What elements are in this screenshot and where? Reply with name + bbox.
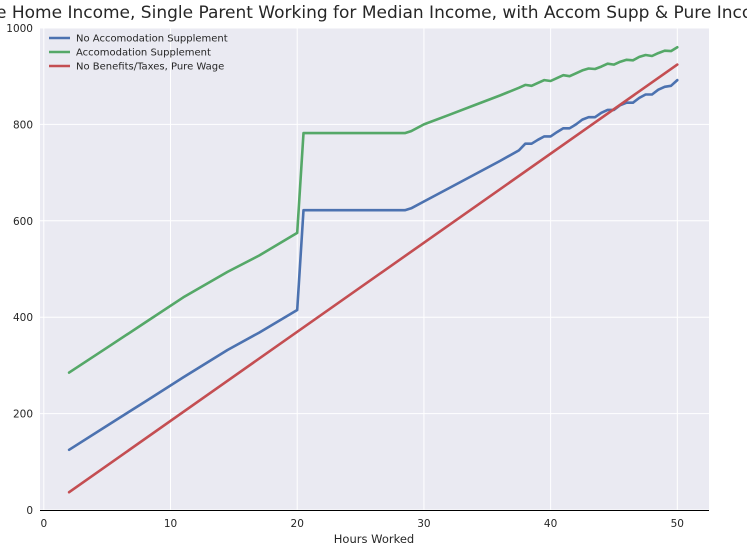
legend: No Accomodation Supplement Accomodation S… <box>49 34 228 73</box>
chart-title: Take Home Income, Single Parent Working … <box>0 3 747 23</box>
series-line <box>67 78 679 452</box>
x-tick-label: 20 <box>291 518 304 530</box>
x-tick-label: 30 <box>417 518 430 530</box>
series-lines <box>67 45 679 494</box>
legend-label: No Benefits/Taxes, Pure Wage <box>76 62 224 73</box>
legend-label: No Accomodation Supplement <box>76 34 228 45</box>
series-line <box>67 45 679 374</box>
y-tick-labels: 0 200 400 600 800 1000 <box>6 23 33 517</box>
x-tick-label: 40 <box>544 518 557 530</box>
y-tick-label: 200 <box>13 409 33 421</box>
y-tick-label: 1000 <box>6 23 33 35</box>
legend-label: Accomodation Supplement <box>76 48 211 59</box>
x-tick-label: 10 <box>164 518 177 530</box>
y-tick-label: 600 <box>13 216 33 228</box>
series-line <box>67 63 679 494</box>
y-tick-label: 0 <box>26 505 33 517</box>
x-axis-label: Hours Worked <box>334 532 414 546</box>
y-tick-label: 800 <box>13 119 33 131</box>
y-tick-label: 400 <box>13 312 33 324</box>
x-tick-labels: 0 10 20 30 40 50 <box>40 518 684 530</box>
x-tick-label: 0 <box>40 518 47 530</box>
x-tick-label: 50 <box>671 518 684 530</box>
plot-area <box>40 28 709 510</box>
